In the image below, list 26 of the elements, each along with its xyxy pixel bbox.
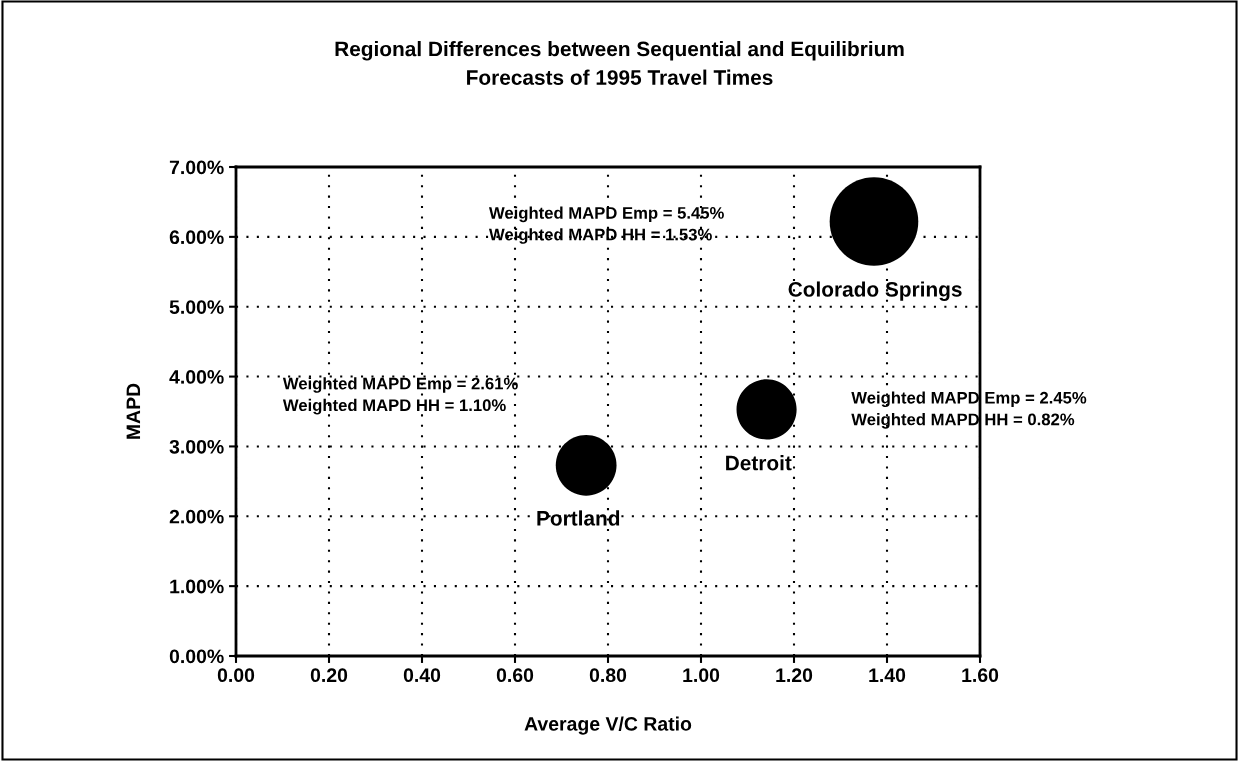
x-tick-label: 0.60 xyxy=(496,668,534,683)
x-tick-label: 0.20 xyxy=(310,668,348,683)
annotation: Detroit xyxy=(726,455,792,471)
annotation: Colorado Springs xyxy=(788,281,962,301)
x-tick-label: 0.40 xyxy=(403,668,441,683)
y-tick-label: 0.00% xyxy=(169,649,224,664)
y-tick-label: 6.00% xyxy=(169,230,224,245)
x-tick-label: 0.80 xyxy=(589,668,627,683)
x-tick-label: 1.00 xyxy=(683,668,720,683)
x-tick-label: 0.00 xyxy=(217,668,255,683)
y-tick-label: 3.00% xyxy=(169,439,224,454)
y-tick-label: 7.00% xyxy=(169,160,224,175)
x-tick-label: 1.60 xyxy=(962,668,999,683)
annotation: Weighted MAPD Emp = 2.61% Weighted MAPD HH = 1.10% xyxy=(282,377,518,415)
annotation: Weighted MAPD Emp = 2.45% Weighted MAPD HH = 0.82% xyxy=(851,391,1087,429)
x-tick-label: 1.20 xyxy=(776,668,813,683)
y-tick-label: 4.00% xyxy=(169,370,224,384)
y-tick-label: 5.00% xyxy=(169,300,224,314)
annotation: Portland xyxy=(537,510,620,526)
chart-title: Regional Differences between Sequential and Equilibrium Forecasts of 1995 Travel Times xyxy=(335,41,904,85)
annotation: Weighted MAPD Emp = 5.45% Weighted MAPD HH = 1.53% xyxy=(488,206,724,244)
x-axis-title: Average V/C Ratio xyxy=(524,716,692,735)
y-tick-label: 1.00% xyxy=(170,579,224,594)
x-tick-label: 1.40 xyxy=(869,668,906,683)
y-tick-label: 2.00% xyxy=(169,509,224,524)
y-axis-title: MAPD xyxy=(126,383,141,439)
